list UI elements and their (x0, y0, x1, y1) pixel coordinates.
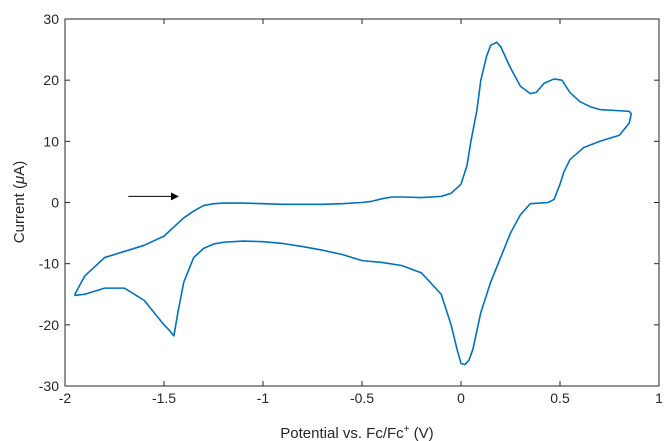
y-tick-label: 0 (51, 195, 59, 211)
series-line-current (74, 41, 633, 366)
y-axis-title-prefix: Current ( (11, 184, 28, 243)
y-tick-label: 30 (43, 11, 59, 27)
y-axis-tick-labels: -30 -20 -10 0 10 20 30 (39, 11, 59, 394)
x-axis-title: Potential vs. Fc/Fc+ (V) (280, 424, 433, 441)
y-axis-title-suffix: A) (11, 161, 28, 176)
y-tick-label: -10 (39, 256, 59, 272)
y-axis-title: Current (μA) (11, 161, 28, 243)
x-axis-ticks (64, 19, 660, 386)
x-tick-label: 0.5 (550, 390, 570, 406)
x-tick-label: -0.5 (350, 390, 374, 406)
y-tick-label: 20 (43, 72, 59, 88)
y-tick-label: -20 (39, 317, 59, 333)
x-tick-label: 0 (457, 390, 465, 406)
x-tick-label: -1.5 (152, 390, 176, 406)
y-tick-label: 10 (43, 133, 59, 149)
y-tick-label: -30 (39, 378, 59, 394)
x-tick-label: 1 (655, 390, 663, 406)
x-axis-tick-labels: -2 -1.5 -1 -0.5 0 0.5 1 (59, 390, 663, 406)
y-axis-ticks (65, 18, 659, 387)
x-tick-label: -2 (59, 390, 72, 406)
x-tick-label: -1 (257, 390, 270, 406)
y-axis-title-mu: μ (11, 176, 28, 185)
x-axis-title-superscript: + (404, 424, 410, 435)
x-axis-title-main: Potential vs. Fc/Fc (280, 425, 404, 441)
x-axis-title-unit: (V) (410, 425, 434, 441)
